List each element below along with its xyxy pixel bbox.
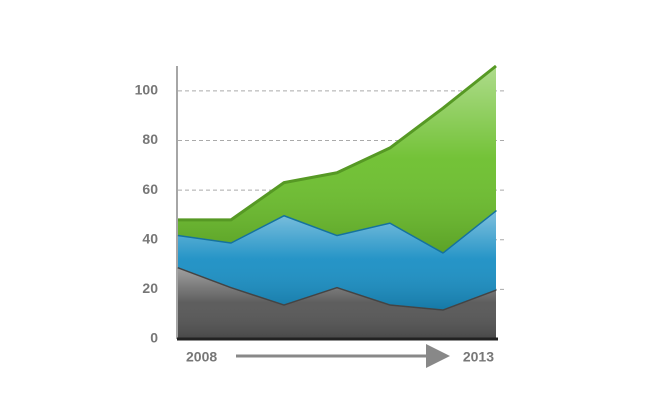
area-shine bbox=[178, 66, 496, 253]
area-shine bbox=[178, 267, 496, 339]
area-edge bbox=[178, 64, 497, 222]
y-tick-label: 100 bbox=[135, 82, 159, 98]
y-tick-label: 20 bbox=[142, 280, 158, 296]
area-shine bbox=[178, 209, 496, 310]
x-tick-label: 2008 bbox=[186, 349, 217, 365]
y-tick-label: 60 bbox=[142, 181, 158, 197]
y-tick-label: 80 bbox=[142, 131, 158, 147]
y-tick-label: 40 bbox=[142, 230, 158, 246]
y-tick-label: 0 bbox=[150, 330, 158, 346]
x-tick-label: 2013 bbox=[463, 349, 494, 365]
